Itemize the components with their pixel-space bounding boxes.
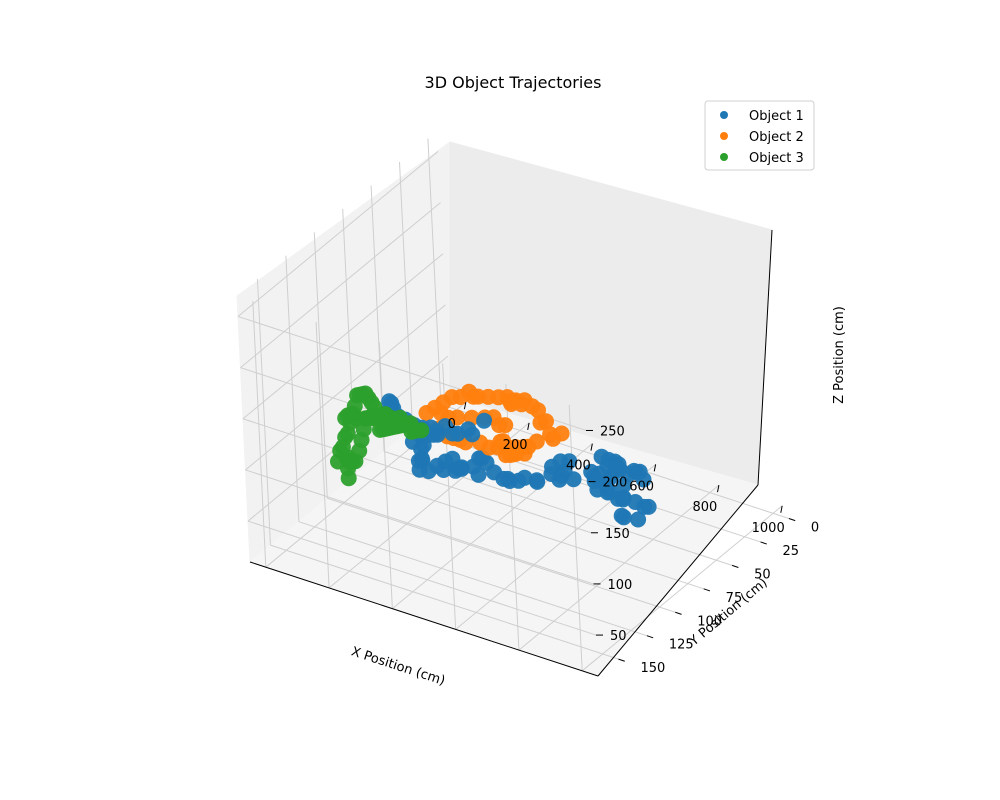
y-tick [703,588,711,592]
x-grid-back [378,342,393,609]
scatter-point-series-1 [437,418,454,435]
x-tick [527,422,530,431]
y-grid-left [427,138,442,405]
y-axis-line [597,484,759,677]
x-tick [717,484,720,493]
x-tick [780,505,783,513]
scatter-point-series-1 [607,453,623,470]
legend-marker [720,132,728,140]
scatter-point-series-1 [614,489,631,506]
x-tick [653,464,657,472]
scatter-point-series-3 [413,422,430,439]
legend: Object 1 Object 2 Object 3 [704,100,815,171]
y-grid-floor [355,474,704,590]
y-tick-label: 125 [669,638,694,653]
z-tick-label: 200 [603,476,628,491]
z-grid-left [240,202,441,369]
z-grid-left [245,304,446,471]
legend-entry: Object 1 [749,109,804,124]
x-grid-floor [518,484,720,651]
y-tick [618,658,625,662]
scatter-point-series-1 [528,472,545,489]
z-tick-label: 250 [600,424,625,439]
x-tick-label: 200 [503,438,528,453]
z-tick-label: 100 [608,578,633,593]
y-tick-label: 75 [726,591,743,606]
y-grid-floor [327,497,676,613]
scatter-point-series-1 [435,462,452,478]
scatter-point-series-1 [476,412,493,429]
y-grid-floor [298,521,648,637]
z-tick-label: 150 [605,527,630,542]
scatter-point-series-2 [530,402,546,419]
chart-title: 3D Object Trajectories [425,73,602,92]
z-axis-label: Z Position (cm) [832,306,847,404]
z-tick-label: 50 [610,629,627,644]
scatter-point-series-2 [449,409,466,426]
x-tick-label: 800 [692,500,717,515]
y-tick-label: 50 [754,567,771,582]
x-grid-floor [581,505,783,672]
x-axis-line [249,561,599,677]
scatter-point-series-1 [615,509,632,526]
y-grid-left [399,161,413,428]
y-tick [760,541,767,545]
scatter-point-series-1 [631,463,648,480]
scatter-point-series-1 [551,471,568,488]
scatter-point-series-1 [450,460,467,477]
legend-entry: Object 3 [749,151,804,166]
scatter-point-series-1 [464,426,481,443]
scatter-point-series-2 [553,425,570,442]
y-grid-floor [270,544,619,660]
x-tick-label: 1000 [752,521,785,536]
scatter-point-series-2 [528,433,545,450]
y-tick-label: 0 [811,521,819,536]
scatter-point-series-1 [640,498,657,515]
scatter-point-series-2 [538,413,554,430]
x-grid-back [252,301,267,568]
scatter-point-series-1 [516,469,533,486]
y-tick [731,564,739,568]
x-tick-label: 0 [448,417,456,432]
legend-marker [720,111,728,119]
scatter-point-series-1 [565,471,582,488]
scatter-point-series-1 [630,511,647,528]
x-tick [590,443,593,451]
x-grid-back [568,404,583,671]
z-grid-left [242,253,444,420]
y-grid-left [313,232,328,499]
x-grid-back [315,321,330,588]
scatter-point-series-1 [470,466,487,483]
scatter-point-series-1 [561,453,578,470]
scatter-points [330,383,657,528]
z-grid-back [245,469,594,585]
x-tick [463,402,467,410]
x-tick-label: 400 [566,459,591,474]
x-tick-label: 600 [629,479,654,494]
scatter-point-series-2 [497,417,514,434]
z-axis-line [757,229,773,486]
z-grid-left [237,151,439,317]
legend-box [704,100,815,171]
y-tick-label: 25 [783,544,800,559]
y-grid-left [285,255,300,522]
y-tick-label: 150 [640,661,665,676]
legend-marker [720,153,728,161]
y-tick [646,635,654,639]
legend-entry: Object 2 [749,130,804,145]
y-tick [788,518,796,522]
y-tick [675,611,682,615]
z-grid-back [247,520,597,636]
scatter-point-series-1 [586,468,603,485]
y-tick-label: 100 [697,614,722,629]
